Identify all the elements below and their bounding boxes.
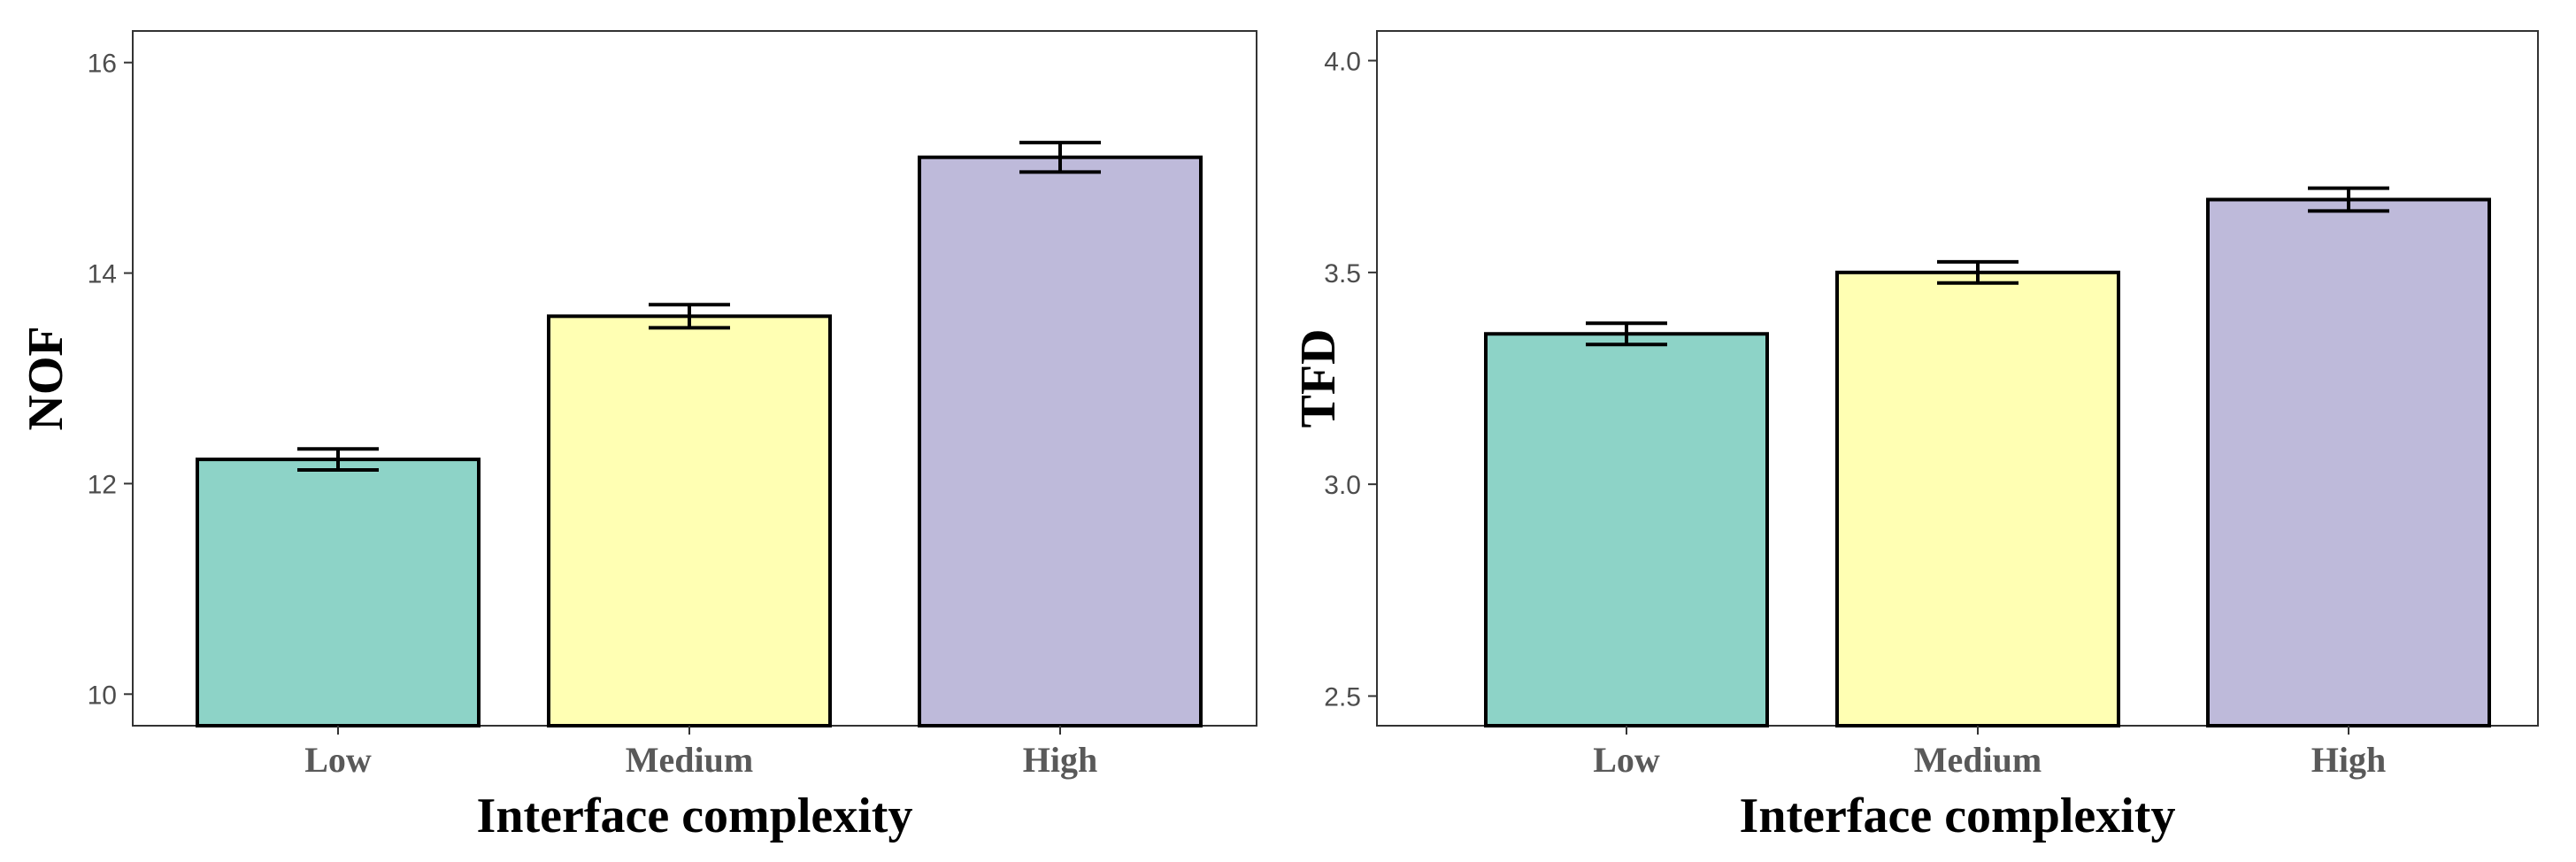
error-bar-high bbox=[1019, 141, 1101, 174]
error-bar-low bbox=[1586, 321, 1667, 347]
error-bar-medium bbox=[649, 303, 730, 330]
bar-low bbox=[196, 458, 481, 727]
error-bars bbox=[297, 141, 1101, 472]
y-axis-title: NOF bbox=[19, 326, 73, 430]
y-axis: 2.5 3.0 3.5 4.0 bbox=[1324, 48, 1377, 712]
y-tick-label: 12 bbox=[88, 470, 117, 499]
x-tick-label: Medium bbox=[626, 740, 753, 780]
bar-high bbox=[2206, 197, 2491, 727]
x-tick-label: Low bbox=[1593, 740, 1660, 780]
error-bar-low bbox=[297, 447, 379, 472]
x-axis-title: Interface complexity bbox=[1740, 789, 2176, 843]
error-bars bbox=[1586, 186, 2389, 347]
y-tick-label: 2.5 bbox=[1324, 682, 1361, 712]
x-axis-title: Interface complexity bbox=[477, 789, 913, 843]
error-bar-high bbox=[2308, 186, 2389, 213]
bars bbox=[196, 155, 1203, 727]
y-tick-label: 4.0 bbox=[1324, 48, 1361, 77]
y-tick-label: 10 bbox=[88, 681, 117, 710]
bar-low bbox=[1484, 332, 1769, 727]
x-axis: Low Medium High bbox=[1593, 726, 2386, 780]
x-axis: Low Medium High bbox=[304, 726, 1097, 780]
y-tick-label: 14 bbox=[88, 260, 117, 289]
error-bar-medium bbox=[1937, 259, 2019, 285]
chart-panel-tfd: 2.5 3.0 3.5 4.0 Low Medium High Interface com… bbox=[1291, 30, 2539, 843]
y-axis-title: TFD bbox=[1291, 329, 1346, 428]
x-tick-label: High bbox=[2311, 740, 2386, 780]
y-tick-label: 3.5 bbox=[1324, 259, 1361, 289]
bar-high bbox=[918, 155, 1203, 727]
y-axis: 10 12 14 16 bbox=[88, 50, 133, 710]
bar-medium bbox=[1835, 270, 2120, 727]
x-tick-label: Medium bbox=[1914, 740, 2042, 780]
y-tick-label: 3.0 bbox=[1324, 471, 1361, 500]
y-tick-label: 16 bbox=[88, 50, 117, 79]
x-tick-label: Low bbox=[304, 740, 372, 780]
x-tick-label: High bbox=[1023, 740, 1097, 780]
bars bbox=[1484, 197, 2491, 727]
chart-panel-nof: 10 12 14 16 Low Medium High Interface complex… bbox=[19, 30, 1257, 843]
bar-medium bbox=[547, 314, 832, 727]
